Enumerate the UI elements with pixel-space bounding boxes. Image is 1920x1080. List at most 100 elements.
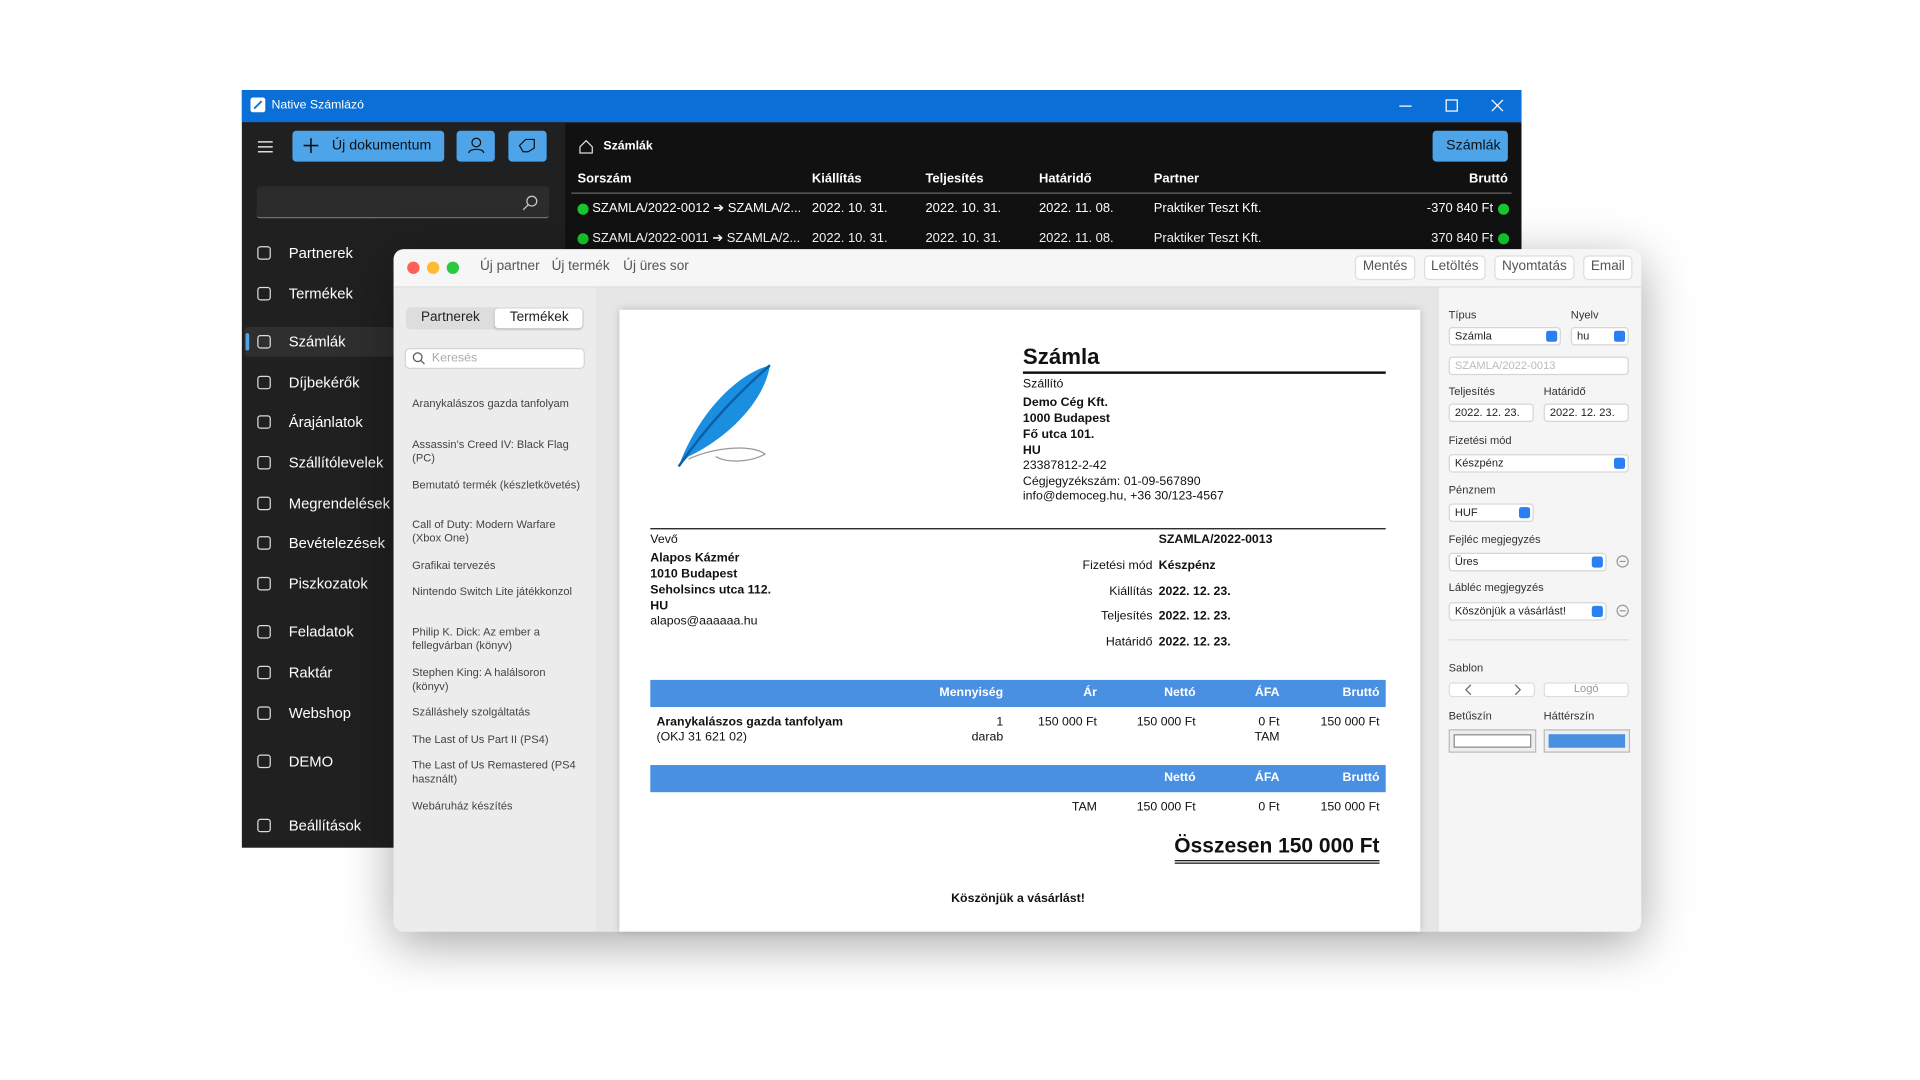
table-header-rule — [571, 192, 1512, 194]
meta-label: Teljesítés — [1101, 609, 1153, 624]
setting-label: Betűszín — [1448, 709, 1492, 722]
nav-item[interactable]: DEMO — [288, 752, 334, 770]
status-dot — [577, 233, 589, 245]
toolbar-button-frame[interactable] — [1583, 255, 1633, 281]
product-item[interactable]: Assassin's Creed IV: Black Flag (PC) — [412, 438, 569, 464]
nav-item[interactable]: Bevételezések — [288, 534, 386, 552]
buyer-line: HU — [650, 599, 669, 614]
toolbar-button[interactable]: Új partner — [480, 259, 540, 275]
invoice-total: Összesen 150 000 Ft — [1174, 834, 1380, 864]
number-input[interactable] — [1448, 356, 1629, 376]
product-item[interactable]: Aranykalászos gazda tanfolyam — [412, 397, 569, 410]
nav-item[interactable]: Árajánlatok — [288, 413, 363, 431]
invoice-number: SZAMLA/2022-0013 — [1158, 533, 1273, 547]
product-item[interactable]: Webáruház készítés — [412, 799, 513, 812]
nav-icon — [257, 754, 271, 769]
product-item[interactable]: Call of Duty: Modern Warfare (Xbox One) — [412, 518, 556, 545]
language-select-value: hu — [1576, 329, 1590, 342]
invoice-page — [619, 309, 1421, 932]
nav-item[interactable]: Webshop — [288, 704, 352, 722]
toolbar-button-frame[interactable] — [1354, 255, 1416, 281]
product-item[interactable]: The Last of Us Part II (PS4) — [412, 732, 549, 746]
due-input-value: 2022. 12. 23. — [1549, 406, 1615, 419]
payment-select[interactable] — [1448, 454, 1629, 473]
supplier-line: 1000 Budapest — [1022, 412, 1111, 426]
table-header: Bruttó — [1469, 171, 1508, 186]
tab[interactable]: Partnerek — [420, 309, 480, 325]
summary-cell: 150 000 Ft — [1320, 800, 1380, 815]
product-item[interactable]: Nintendo Switch Lite játékkonzol — [412, 584, 573, 598]
product-item[interactable]: Grafikai tervezés — [412, 558, 496, 572]
status-dot — [1498, 203, 1510, 215]
search-box[interactable] — [256, 186, 550, 219]
window-title: Native Számlázó — [271, 98, 365, 113]
toolbar-button[interactable]: Mentés — [1362, 259, 1408, 274]
product-item[interactable]: Szálláshely szolgáltatás — [412, 705, 531, 719]
nav-item[interactable]: Megrendelések — [288, 494, 391, 512]
logo-button-label[interactable]: Logó — [1573, 682, 1599, 695]
tab[interactable]: Termékek — [509, 309, 569, 325]
toolbar-button[interactable]: Email — [1590, 259, 1625, 274]
setting-label: Határidő — [1543, 384, 1586, 397]
view-button[interactable] — [1432, 130, 1508, 162]
traffic-light[interactable] — [426, 261, 440, 274]
summary-header: Nettó — [1164, 771, 1196, 785]
summary-header-bar — [650, 765, 1386, 793]
search-placeholder: Keresés — [431, 351, 478, 366]
app-icon — [250, 97, 266, 113]
person-icon — [468, 137, 485, 154]
font-color-swatch — [1453, 734, 1532, 748]
summary-cell: TAM — [1071, 800, 1097, 815]
toolbar-button[interactable]: Új termék — [551, 259, 610, 275]
product-button[interactable] — [508, 130, 547, 162]
table-cell: 2022. 10. 31. — [811, 230, 888, 246]
nav-item[interactable]: Beállítások — [288, 816, 362, 834]
nav-icon — [257, 335, 271, 349]
currency-select[interactable] — [1448, 503, 1534, 522]
nav-item[interactable]: Díjbekérők — [288, 373, 360, 391]
nav-item[interactable]: Feladatok — [288, 622, 354, 641]
product-item[interactable]: The Last of Us Remastered (PS4 használt) — [412, 758, 576, 785]
product-item[interactable]: Stephen King: A halálsoron (könyv) — [412, 666, 546, 693]
traffic-light[interactable] — [407, 261, 420, 274]
item-name: Aranykalászos gazda tanfolyam — [656, 715, 843, 730]
footer-note: Köszönjük a vásárlást! — [951, 892, 1085, 906]
product-item[interactable]: Bemutató termék (készletkövetés) — [412, 478, 581, 492]
toolbar-button-frame[interactable] — [1423, 255, 1486, 281]
nav-item[interactable]: Számlák — [288, 332, 346, 351]
nav-item[interactable]: Piszkozatok — [288, 574, 368, 593]
logo-button[interactable] — [1543, 682, 1629, 698]
traffic-light[interactable] — [446, 261, 460, 274]
toolbar-button[interactable]: Letöltés — [1431, 259, 1479, 274]
table-header: Sorszám — [577, 171, 632, 186]
supplier-line: Fő utca 101. — [1022, 428, 1095, 442]
nav-item[interactable]: Termékek — [288, 284, 353, 303]
summary-cell: 150 000 Ft — [1136, 800, 1196, 815]
summary-header: Bruttó — [1342, 771, 1380, 785]
nav-item[interactable]: Partnerek — [288, 244, 353, 262]
table-header: Teljesítés — [925, 171, 984, 186]
table-header: Partner — [1153, 171, 1200, 186]
completion-input[interactable] — [1448, 403, 1534, 423]
header-note-select[interactable] — [1448, 552, 1607, 572]
select-arrow — [1613, 330, 1626, 342]
supplier-detail: Cégjegyzékszám: 01-09-567890 — [1022, 474, 1201, 489]
nav-icon — [257, 665, 271, 680]
type-select[interactable] — [1448, 326, 1561, 346]
toolbar-button[interactable]: Nyomtatás — [1501, 259, 1567, 274]
product-item[interactable]: Philip K. Dick: Az ember a fellegvárban … — [412, 625, 540, 652]
footer-note-select[interactable] — [1448, 602, 1607, 621]
nav-item[interactable]: Raktár — [288, 663, 333, 681]
toolbar-button-frame[interactable] — [1494, 255, 1575, 281]
items-header: Mennyiség — [939, 686, 1004, 700]
item-unit: darab — [971, 730, 1004, 745]
due-input[interactable] — [1543, 403, 1629, 423]
product-search[interactable] — [404, 347, 585, 369]
setting-label: Fejléc megjegyzés — [1448, 532, 1541, 545]
toolbar-button[interactable]: Új üres sor — [623, 259, 689, 275]
nav-item[interactable]: Szállítólevelek — [288, 453, 384, 472]
buyer-label: Vevő — [650, 533, 678, 547]
summary-header: ÁFA — [1254, 771, 1280, 785]
setting-label: Fizetési mód — [1448, 433, 1512, 447]
items-header-bar — [650, 679, 1386, 708]
